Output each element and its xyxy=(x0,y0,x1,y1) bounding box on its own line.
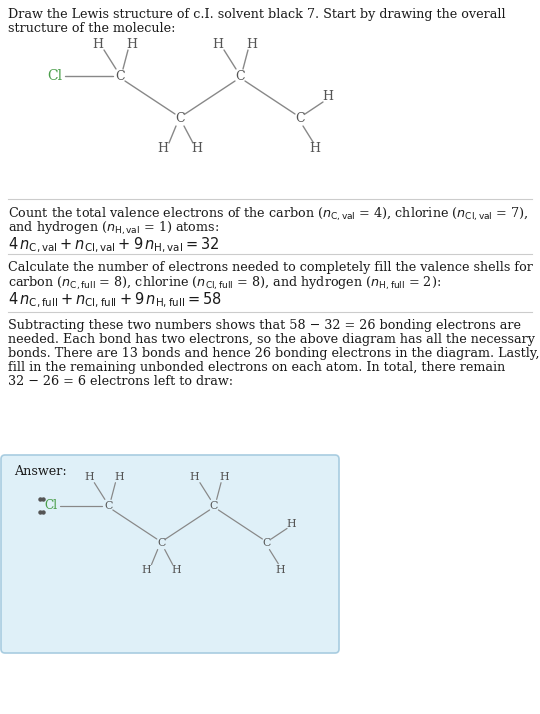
Text: H: H xyxy=(92,38,104,51)
Text: H: H xyxy=(158,143,168,156)
FancyBboxPatch shape xyxy=(1,455,339,653)
Text: $4\,n_\mathrm{C,full} + n_\mathrm{Cl,full} + 9\,n_\mathrm{H,full} = 58$: $4\,n_\mathrm{C,full} + n_\mathrm{Cl,ful… xyxy=(8,291,222,311)
Text: C: C xyxy=(235,69,245,83)
Text: H: H xyxy=(220,473,229,483)
Text: H: H xyxy=(213,38,224,51)
Text: Subtracting these two numbers shows that 58 − 32 = 26 bonding electrons are: Subtracting these two numbers shows that… xyxy=(8,319,521,332)
Text: C: C xyxy=(115,69,125,83)
Text: Count the total valence electrons of the carbon ($n_\mathrm{C,val}$ = 4), chlori: Count the total valence electrons of the… xyxy=(8,206,529,223)
Text: C: C xyxy=(210,501,218,511)
Text: H: H xyxy=(114,473,124,483)
Text: Cl: Cl xyxy=(48,69,63,83)
Text: C: C xyxy=(175,113,185,126)
Text: H: H xyxy=(246,38,258,51)
Text: H: H xyxy=(171,565,181,575)
Text: H: H xyxy=(141,565,151,575)
Text: Cl: Cl xyxy=(45,499,58,512)
Text: Draw the Lewis structure of c.I. solvent black 7. Start by drawing the overall: Draw the Lewis structure of c.I. solvent… xyxy=(8,8,505,21)
Text: C: C xyxy=(157,538,165,548)
Text: H: H xyxy=(190,473,199,483)
Text: H: H xyxy=(126,38,138,51)
Text: C: C xyxy=(262,538,271,548)
Text: Answer:: Answer: xyxy=(14,465,67,478)
Text: Calculate the number of electrons needed to completely fill the valence shells f: Calculate the number of electrons needed… xyxy=(8,261,533,274)
Text: carbon ($n_\mathrm{C,full}$ = 8), chlorine ($n_\mathrm{Cl,full}$ = 8), and hydro: carbon ($n_\mathrm{C,full}$ = 8), chlori… xyxy=(8,275,441,292)
Text: needed. Each bond has two electrons, so the above diagram has all the necessary: needed. Each bond has two electrons, so … xyxy=(8,333,535,346)
Text: H: H xyxy=(192,143,202,156)
Text: bonds. There are 13 bonds and hence 26 bonding electrons in the diagram. Lastly,: bonds. There are 13 bonds and hence 26 b… xyxy=(8,347,539,360)
Text: C: C xyxy=(104,501,113,511)
Text: and hydrogen ($n_\mathrm{H,val}$ = 1) atoms:: and hydrogen ($n_\mathrm{H,val}$ = 1) at… xyxy=(8,220,219,237)
Text: H: H xyxy=(309,143,321,156)
Text: H: H xyxy=(84,473,94,483)
Text: H: H xyxy=(322,91,334,104)
Text: fill in the remaining unbonded electrons on each atom. In total, there remain: fill in the remaining unbonded electrons… xyxy=(8,361,505,374)
Text: C: C xyxy=(295,113,305,126)
Text: H: H xyxy=(275,565,285,575)
Text: $4\,n_\mathrm{C,val} + n_\mathrm{Cl,val} + 9\,n_\mathrm{H,val} = 32$: $4\,n_\mathrm{C,val} + n_\mathrm{Cl,val}… xyxy=(8,236,220,256)
Text: H: H xyxy=(287,519,296,529)
Text: 32 − 26 = 6 electrons left to draw:: 32 − 26 = 6 electrons left to draw: xyxy=(8,375,233,388)
Text: structure of the molecule:: structure of the molecule: xyxy=(8,22,176,35)
